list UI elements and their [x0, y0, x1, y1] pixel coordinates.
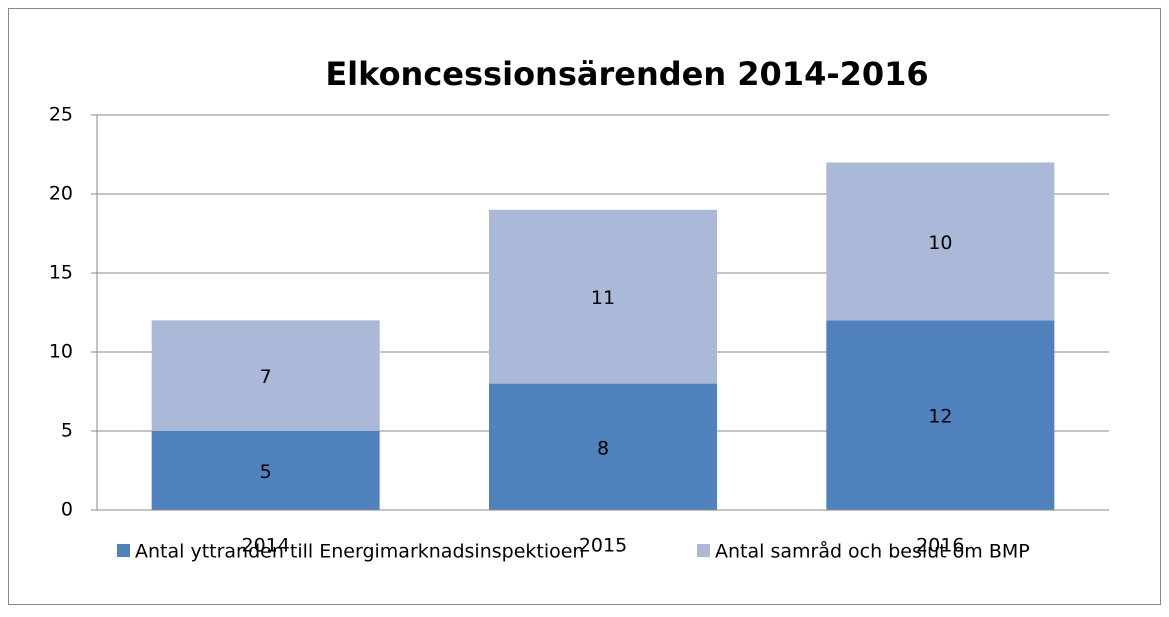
legend-swatch — [697, 544, 710, 557]
y-tick-label: 15 — [49, 262, 73, 284]
x-tick-label: 2014 — [241, 535, 289, 557]
data-label: 11 — [591, 287, 615, 309]
y-tick-label: 5 — [61, 420, 73, 442]
data-label: 5 — [260, 461, 272, 483]
legend-swatch — [117, 544, 130, 557]
x-tick-label: 2016 — [916, 535, 964, 557]
bar-segment — [826, 162, 1055, 321]
y-tick-label: 20 — [49, 183, 73, 205]
bar-segment — [489, 383, 717, 510]
x-tick-label: 2015 — [579, 535, 627, 557]
bar-segment — [489, 209, 717, 384]
data-label: 7 — [260, 366, 272, 388]
bar-segment — [151, 320, 380, 431]
y-tick-label: 10 — [49, 341, 73, 363]
bar-segment — [151, 431, 380, 510]
bar-segment — [826, 320, 1055, 510]
chart-title: Elkoncessionsärenden 2014-2016 — [325, 55, 928, 93]
data-label: 8 — [597, 437, 609, 459]
data-label: 12 — [928, 406, 952, 428]
legend-label: Antal samråd och beslut om BMP — [715, 540, 1030, 563]
y-tick-label: 0 — [61, 499, 73, 521]
legend-label: Antal yttranden till Energimarknadsinspe… — [135, 541, 584, 563]
data-label: 10 — [928, 232, 952, 254]
y-tick-label: 25 — [49, 104, 73, 126]
